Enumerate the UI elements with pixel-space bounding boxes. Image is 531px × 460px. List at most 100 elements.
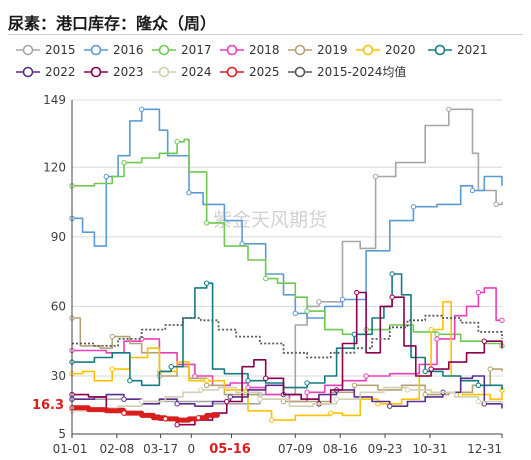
legend-label: 2021: [457, 43, 488, 57]
point-2021: [389, 271, 395, 277]
point-2016: [292, 310, 298, 317]
legend-item-2016: 2016: [84, 43, 144, 57]
legend-item-2018: 2018: [220, 43, 280, 57]
chart-title: 尿素：港口库存：隆众（周）: [8, 14, 217, 33]
highlight-date-label: 05-16: [209, 442, 251, 457]
point-2017: [304, 308, 310, 314]
point-2018: [499, 317, 505, 324]
y-tick-label: 5: [58, 427, 66, 441]
legend-swatch-marker: [434, 44, 446, 56]
y-tick-label: 90: [51, 230, 66, 244]
point-2023: [389, 294, 395, 300]
point-2015: [446, 106, 452, 112]
point-2018: [304, 389, 310, 395]
point-2023: [428, 366, 434, 372]
point-2017: [174, 139, 180, 145]
x-tick-label: 09-23: [368, 442, 403, 456]
point-2015: [372, 173, 379, 180]
point-2020: [109, 366, 115, 372]
point-2016: [410, 203, 417, 210]
point-2025: [162, 416, 169, 422]
x-tick-label: 08-16: [323, 442, 358, 456]
x-tick-label: 01-01: [53, 442, 88, 456]
point-2023: [353, 289, 360, 296]
legend-swatch-marker: [22, 66, 34, 78]
x-tick-label: 02-08: [99, 442, 134, 456]
legend-swatch-marker: [294, 66, 306, 78]
point-2016: [186, 190, 192, 196]
point-2024: [333, 396, 340, 402]
point-2019: [109, 333, 115, 340]
legend-swatch-marker: [90, 44, 102, 56]
legend: 2015 2016 2017 2018 2019 2020 2021 2022 2023 2024…: [16, 43, 488, 79]
x-tick-label: 03-17: [143, 442, 178, 456]
legend-swatch-marker: [158, 44, 170, 56]
point-2021: [168, 364, 174, 370]
point-2025: [195, 415, 202, 421]
highlight-value-box: [29, 394, 69, 414]
series-lines: [69, 106, 505, 428]
point-2017: [121, 159, 127, 166]
point-2019: [351, 382, 358, 388]
point-2017: [434, 331, 440, 337]
legend-swatch-marker: [90, 66, 102, 78]
legend-label: 2017: [181, 43, 212, 57]
highlight-value-label: 16.3: [32, 398, 64, 413]
point-2023: [481, 338, 487, 344]
point-2017: [263, 275, 269, 282]
x-tick-label: 07-09: [278, 442, 313, 456]
title-divider: [8, 34, 523, 35]
legend-item-2023: 2023: [84, 65, 144, 79]
point-2020: [268, 417, 275, 423]
legend-label: 2023: [113, 65, 144, 79]
point-2022: [174, 401, 180, 407]
point-2019: [487, 366, 493, 372]
point-2020: [328, 410, 334, 416]
point-2020: [375, 401, 381, 407]
legend-item-2015: 2015: [16, 43, 76, 57]
legend-swatch-marker: [294, 44, 306, 56]
point-2018: [363, 373, 369, 379]
legend-label: 2018: [249, 43, 280, 57]
point-2022: [481, 401, 487, 407]
series-line-2025: [72, 405, 220, 423]
legend-swatch-marker: [226, 44, 238, 56]
point-2018: [475, 289, 482, 296]
point-2017: [203, 220, 210, 226]
point-2024: [257, 396, 263, 402]
legend-label: 2020: [385, 43, 416, 57]
point-2021: [422, 368, 428, 375]
legend-item-2017: 2017: [152, 43, 212, 57]
series-line-2018: [72, 287, 502, 403]
legend-label: 2015-2024均值: [317, 64, 406, 79]
point-2023: [263, 375, 269, 382]
point-2021: [127, 377, 133, 384]
point-2024: [404, 387, 411, 393]
y-tick-label: 120: [43, 160, 66, 174]
point-2022: [387, 403, 393, 409]
point-2023: [174, 422, 180, 428]
highlight-markers: 16.3 05-16: [29, 394, 251, 457]
legend-swatch-marker: [158, 66, 170, 78]
legend-label: 2015: [45, 43, 76, 57]
legend-item-2015-2024: 2015-2024均值: [288, 64, 406, 79]
axes: 5 30 60 90 120 149 01-01 02-08 03-17 0 07-09 08-16 0…: [43, 93, 503, 456]
point-2022: [227, 394, 233, 400]
point-2015: [316, 299, 322, 305]
legend-swatch-marker: [22, 44, 34, 56]
point-2016: [138, 106, 145, 112]
legend-swatch-marker: [226, 66, 238, 78]
legend-label: 2025: [249, 65, 280, 79]
y-tick-label: 149: [43, 93, 66, 107]
series-line-2024: [72, 386, 503, 412]
point-2024: [475, 398, 482, 405]
point-2020: [203, 377, 210, 384]
legend-label: 2019: [317, 43, 348, 57]
series-line-2020: [72, 301, 503, 421]
legend-swatch-marker: [362, 44, 374, 56]
x-tick-label: 10-31: [413, 442, 448, 456]
legend-item-2019: 2019: [288, 43, 348, 57]
legend-item-2021: 2021: [428, 43, 488, 57]
point-2020: [428, 326, 434, 333]
